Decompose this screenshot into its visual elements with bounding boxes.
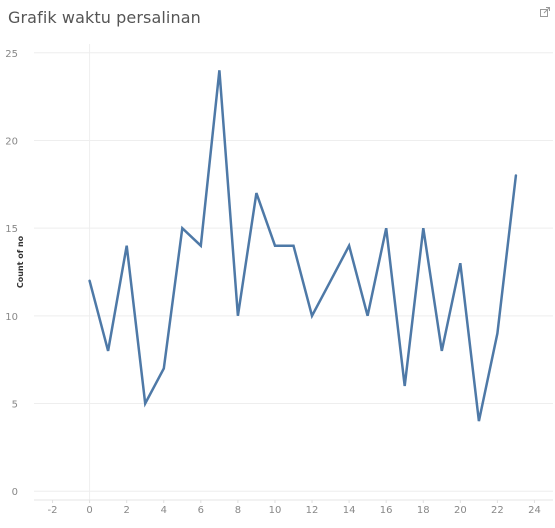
data-point[interactable] [328, 278, 334, 284]
y-tick-label: 15 [5, 224, 18, 235]
x-tick-label: 18 [417, 505, 430, 516]
y-tick-label: 5 [12, 400, 18, 411]
data-point[interactable] [235, 313, 241, 319]
data-point[interactable] [291, 243, 297, 249]
x-tick-label: 2 [123, 505, 129, 516]
x-tick-label: 8 [235, 505, 241, 516]
x-tick-label: -2 [48, 505, 58, 516]
y-tick-label: 10 [5, 312, 18, 323]
x-tick-label: 22 [491, 505, 504, 516]
data-point[interactable] [439, 348, 445, 354]
y-tick-label: 0 [12, 487, 18, 498]
x-tick-label: 14 [343, 505, 356, 516]
data-point[interactable] [420, 225, 426, 231]
x-tick-label: 6 [198, 505, 204, 516]
data-point[interactable] [476, 418, 482, 424]
data-point[interactable] [124, 243, 130, 249]
y-tick-label: 20 [5, 136, 18, 147]
data-point[interactable] [105, 348, 111, 354]
data-point[interactable] [161, 365, 167, 371]
x-tick-label: 0 [86, 505, 92, 516]
data-point[interactable] [346, 243, 352, 249]
x-tick-label: 16 [380, 505, 393, 516]
x-tick-label: 4 [161, 505, 167, 516]
series-line [88, 70, 518, 422]
grid-layer [34, 44, 553, 500]
data-point[interactable] [87, 278, 93, 284]
data-point[interactable] [513, 173, 519, 179]
data-point[interactable] [494, 330, 500, 336]
data-point[interactable] [216, 67, 222, 73]
data-point[interactable] [457, 260, 463, 266]
data-point[interactable] [198, 243, 204, 249]
x-tick-label: 10 [269, 505, 282, 516]
data-point[interactable] [402, 383, 408, 389]
series-layer [87, 67, 519, 424]
data-point[interactable] [309, 313, 315, 319]
x-tick-label: 24 [528, 505, 541, 516]
export-icon[interactable] [540, 7, 550, 17]
chart-title: Grafik waktu persalinan [8, 8, 201, 27]
data-point[interactable] [142, 401, 148, 407]
data-point[interactable] [179, 225, 185, 231]
y-tick-label: 25 [5, 49, 18, 60]
x-tick-label: 20 [454, 505, 467, 516]
x-tick-label: 12 [306, 505, 319, 516]
data-point[interactable] [253, 190, 259, 196]
data-point[interactable] [272, 243, 278, 249]
y-axis-label: Count of no [16, 235, 25, 288]
data-point[interactable] [365, 313, 371, 319]
data-point[interactable] [383, 225, 389, 231]
